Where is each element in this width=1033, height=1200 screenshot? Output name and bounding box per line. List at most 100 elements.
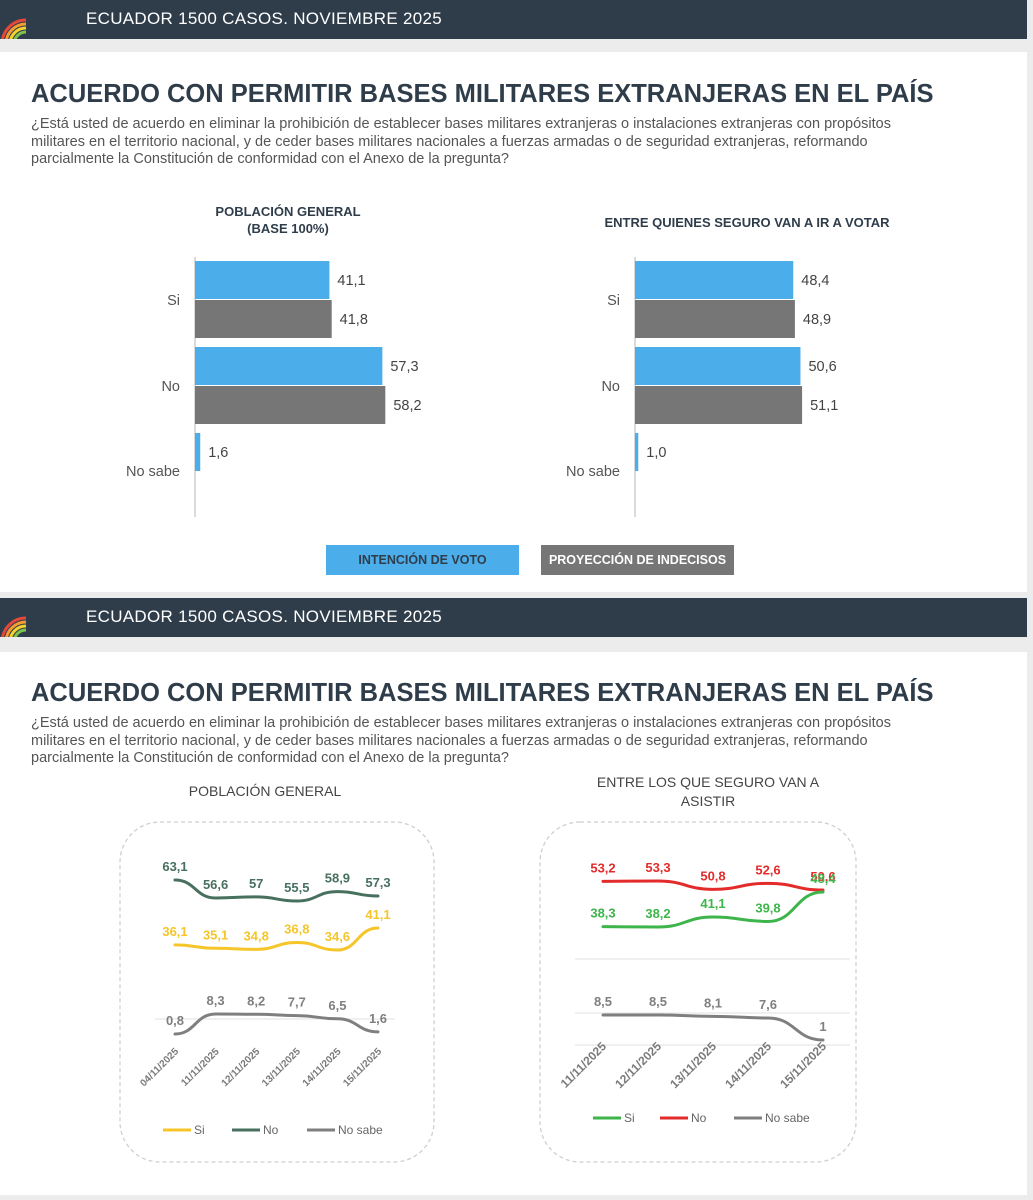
legend-intencion-de-voto: INTENCIÓN DE VOTO	[326, 545, 519, 575]
x-tick-label: 11/11/2025	[179, 1046, 222, 1089]
question-line: ¿Está usted de acuerdo en eliminar la pr…	[31, 116, 891, 132]
chart-title: ENTRE QUIENES SEGURO VAN A IR A VOTAR	[604, 215, 890, 230]
x-tick-label: 13/11/2025	[667, 1039, 719, 1091]
question-line: parcialmente la Constitución de conformi…	[31, 750, 509, 766]
question-line: militares en el territorio nacional, y d…	[31, 732, 868, 749]
series-line-no-sabe	[601, 1013, 825, 1042]
bar-intencion	[635, 433, 639, 471]
bar-proyeccion	[195, 386, 386, 424]
data-label: 39,8	[755, 901, 780, 916]
bar-proyeccion	[635, 386, 803, 424]
data-label: 50,8	[700, 868, 725, 883]
data-label: 51,1	[810, 398, 838, 414]
data-label: 1	[819, 1019, 826, 1034]
legend-label: Si	[194, 1123, 205, 1137]
bar-intencion	[195, 261, 330, 299]
data-label: 57,3	[390, 359, 418, 375]
data-label: 8,5	[649, 994, 667, 1009]
chart-title: ENTRE LOS QUE SEGURO VAN A	[597, 774, 820, 790]
data-label: 36,8	[284, 922, 309, 937]
bar-proyeccion	[195, 300, 332, 338]
data-label: 0,8	[166, 1013, 184, 1028]
data-label: 41,1	[337, 273, 365, 289]
question-line: parcialmente la Constitución de conformi…	[31, 151, 509, 167]
data-label: 55,5	[284, 880, 309, 895]
header-bar: ECUADOR 1500 CASOS. NOVIEMBRE 2025	[0, 0, 1027, 39]
category-label: No sabe	[126, 464, 180, 480]
x-tick-label: 04/11/2025	[138, 1046, 181, 1089]
data-label: 1,6	[208, 445, 228, 461]
data-label: 8,2	[247, 993, 265, 1008]
data-label: 48,9	[803, 312, 831, 328]
rainbow-logo-icon	[0, 598, 26, 637]
slide-lines: ACUERDO CON PERMITIR BASES MILITARES EXT…	[0, 652, 1027, 1195]
x-tick-label: 14/11/2025	[722, 1039, 774, 1091]
header-title: ECUADOR 1500 CASOS. NOVIEMBRE 2025	[86, 9, 442, 28]
data-label: 53,2	[590, 860, 615, 875]
data-label: 35,1	[203, 927, 228, 942]
series-line-si	[173, 926, 380, 952]
series-line-no-sabe	[173, 1012, 380, 1036]
category-label: No	[161, 379, 180, 395]
question-line: ¿Está usted de acuerdo en eliminar la pr…	[31, 715, 891, 731]
legend-label: No sabe	[765, 1111, 810, 1125]
question-text: ¿Está usted de acuerdo en eliminar la pr…	[31, 715, 961, 768]
chart-title: POBLACIÓN GENERAL	[189, 783, 342, 799]
series-line-si	[601, 890, 825, 929]
data-label: 52,6	[755, 862, 780, 877]
header-bar: ECUADOR 1500 CASOS. NOVIEMBRE 2025	[0, 598, 1027, 637]
data-label: 56,6	[203, 877, 228, 892]
series-line-no	[173, 878, 380, 903]
x-tick-label: 15/11/2025	[341, 1046, 384, 1089]
data-label: 1,6	[369, 1011, 387, 1026]
data-label: 57,3	[365, 875, 390, 890]
bar-intencion	[635, 261, 794, 299]
data-label: 41,8	[340, 312, 368, 328]
data-label: 36,1	[162, 924, 187, 939]
line-charts: POBLACIÓN GENERAL 0,8 8,3 8,2 7,7 6,5 1,6 63,1 5…	[119, 774, 857, 1163]
series-line-no	[601, 879, 825, 892]
bar-proyeccion	[635, 300, 795, 338]
data-label: 41,1	[365, 907, 390, 922]
slide-title: ACUERDO CON PERMITIR BASES MILITARES EXT…	[31, 80, 934, 108]
chart-title: (BASE 100%)	[247, 221, 329, 236]
category-label: Si	[167, 293, 180, 309]
data-label: 8,3	[207, 993, 225, 1008]
x-tick-label: 13/11/2025	[260, 1046, 303, 1089]
x-tick-label: 14/11/2025	[301, 1046, 344, 1089]
data-label: 53,3	[645, 860, 670, 875]
question-text: ¿Está usted de acuerdo en eliminar la pr…	[31, 116, 961, 169]
bar-charts: POBLACIÓN GENERAL (BASE 100%) Si 41,1 41,8 No…	[126, 204, 890, 517]
data-label: 8,1	[704, 995, 722, 1010]
x-tick-label: 11/11/2025	[558, 1039, 610, 1091]
data-label: 8,5	[594, 994, 612, 1009]
slide-bars: ACUERDO CON PERMITIR BASES MILITARES EXT…	[0, 52, 1027, 592]
data-label: 6,5	[328, 998, 346, 1013]
category-label: No sabe	[566, 464, 620, 480]
data-label: 38,3	[590, 906, 615, 921]
data-label: 50,6	[810, 869, 835, 884]
x-tick-label: 12/11/2025	[220, 1046, 263, 1089]
data-label: 63,1	[162, 859, 187, 874]
legend-proyeccion-de-indecisos: PROYECCIÓN DE INDECISOS	[541, 545, 734, 575]
data-label: 7,7	[288, 995, 306, 1010]
chart-frame	[119, 821, 435, 1163]
chart-title: POBLACIÓN GENERAL	[215, 204, 360, 219]
chart-frame	[539, 821, 857, 1163]
data-label: 50,6	[808, 359, 836, 375]
question-line: militares en el territorio nacional, y d…	[31, 133, 868, 150]
chart-title: ASISTIR	[681, 793, 735, 809]
legend-label: No	[691, 1111, 707, 1125]
data-label: 57	[249, 876, 263, 891]
bar-intencion	[195, 347, 383, 385]
category-label: Si	[607, 293, 620, 309]
data-label: 58,9	[325, 871, 350, 886]
legend-label: Si	[624, 1111, 635, 1125]
data-label: 34,8	[244, 928, 269, 943]
rainbow-logo-icon	[0, 0, 26, 39]
category-label: No	[601, 379, 620, 395]
x-tick-label: 15/11/2025	[777, 1039, 829, 1091]
data-label: 38,2	[645, 906, 670, 921]
legend-label: No sabe	[338, 1123, 383, 1137]
bar-intencion	[195, 433, 201, 471]
